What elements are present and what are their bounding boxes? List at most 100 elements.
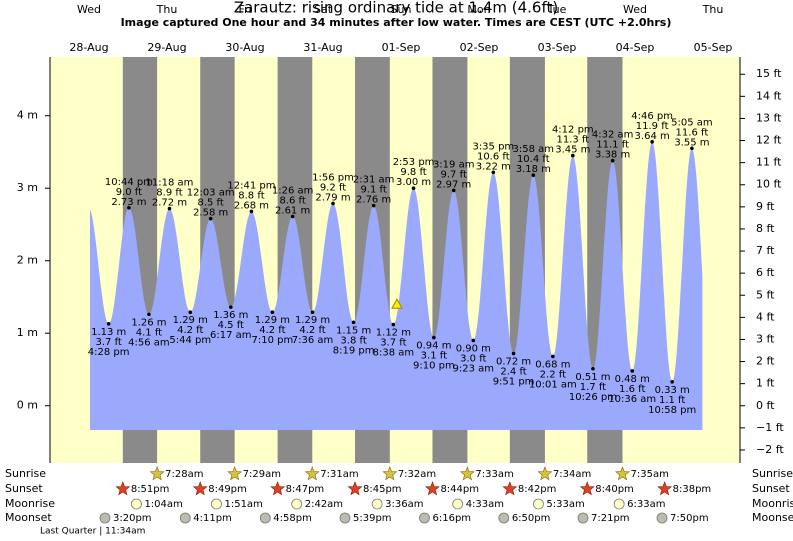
astro-icon [291,498,303,510]
tide-point [147,312,151,317]
astro-icon [179,512,191,524]
tide-point [630,369,635,373]
tide-label: 8.5 ft [197,198,223,209]
tide-point [188,310,193,315]
astro-icon [452,498,464,510]
tide-label: 8:19 pm [333,345,375,356]
tide-point [249,209,254,214]
tide-label: 4.5 ft [218,320,244,331]
tide-label: 1:56 pm [312,172,354,183]
astro-time: 4:33am [466,499,504,510]
y2-tick-label: 4 ft [756,310,775,323]
astro-icon [339,512,351,524]
row-label: Moonset [752,511,793,524]
tide-point [411,186,416,191]
row-label: Moonset [5,511,52,524]
tide-point [106,322,111,326]
astro-icon [227,466,243,481]
y-tick-label: 1 m [17,326,38,339]
tide-label: 1.12 m [376,328,411,339]
tide-point [511,351,516,356]
tide-label: 4:32 am [592,130,634,141]
astro-icon [131,498,142,510]
row-label: Sunrise [5,467,46,480]
y2-tick-label: 5 ft [756,288,775,301]
astro-time: 7:21pm [591,513,630,524]
tide-label: 1.15 m [336,325,371,336]
astro-time: 7:34am [553,469,591,480]
astro-time: 6:33am [627,499,665,510]
astro-time: 7:31am [320,469,358,480]
row-label: Moonrise [752,497,793,510]
astro-time: 8:47pm [286,484,325,495]
astro-time: 8:40pm [595,484,634,495]
tide-label: 2:53 pm [393,157,435,168]
astro-time: 6:50pm [512,513,551,524]
y2-tick-label: 1 ft [756,377,775,390]
tide-label: 9.1 ft [360,185,386,196]
tide-point [491,170,496,175]
astro-time: 2:42am [305,499,343,510]
tide-point [551,354,555,359]
tide-label: 3.64 m [635,131,670,142]
tide-label: 4:28 pm [88,347,130,358]
tide-label: 0.48 m [615,374,650,385]
astro-icon [502,481,518,496]
tide-label: 9.7 ft [441,169,467,180]
tide-label: 0.51 m [575,372,610,383]
tide-label: 11:18 am [146,178,194,189]
tide-point [351,320,356,325]
tide-label: 10:58 pm [648,405,696,416]
tide-label: 1.6 ft [619,384,645,395]
tide-label: 2.68 m [234,200,269,211]
astro-time: 7:29am [243,469,281,480]
tide-label: 1:26 am [272,186,314,197]
tide-label: 9:10 pm [413,361,455,372]
tide-label: 1.7 ft [580,382,606,393]
y2-tick-label: 11 ft [756,156,782,169]
astro-time: 7:28am [165,469,203,480]
tide-label: 10:26 pm [569,392,617,403]
tide-point [167,206,172,211]
tide-label: 3.55 m [674,137,709,148]
astro-icon [149,466,165,481]
tide-label: 4.2 ft [299,325,325,336]
astro-icon [270,481,286,496]
tide-area [90,141,703,431]
astro-time: 5:39pm [353,513,392,524]
y2-tick-label: 7 ft [756,244,775,257]
astro-icon [259,512,271,524]
tide-label: 9.0 ft [116,187,142,198]
date-label: 03-Sep [538,41,577,54]
tide-label: 9:51 pm [493,377,535,388]
current-marker [391,298,403,309]
tide-label: 0.90 m [456,343,491,354]
tide-point [670,380,674,384]
tide-point [650,140,654,144]
tide-label: 8.8 ft [238,190,264,201]
tide-point [331,201,335,206]
day-label: Wed [623,3,647,16]
astro-icon [347,481,363,496]
day-label: Tue [547,3,567,16]
tide-label: 3.8 ft [340,335,366,346]
astro-time: 7:35am [630,469,668,480]
tide-label: 10.4 ft [517,154,550,165]
date-label: 29-Aug [147,41,186,54]
chart-subtitle: Image captured One hour and 34 minutes a… [121,16,672,29]
astro-icon [192,481,208,496]
y2-tick-label: 12 ft [756,134,782,147]
y2-tick-label: −1 ft [756,421,784,434]
astro-icon [99,512,111,524]
astro-time: 8:49pm [208,484,247,495]
y2-tick-label: 6 ft [756,266,775,279]
tide-label: 3.45 m [555,145,590,156]
tide-label: 6:17 am [210,330,252,341]
astro-icon [304,466,320,481]
tide-label: 1.1 ft [659,395,685,406]
tide-label: 9.2 ft [320,182,346,193]
y-tick-label: 0 m [17,399,38,412]
tide-label: 2.4 ft [500,367,526,378]
tide-point [432,335,436,340]
tide-point [451,188,456,193]
